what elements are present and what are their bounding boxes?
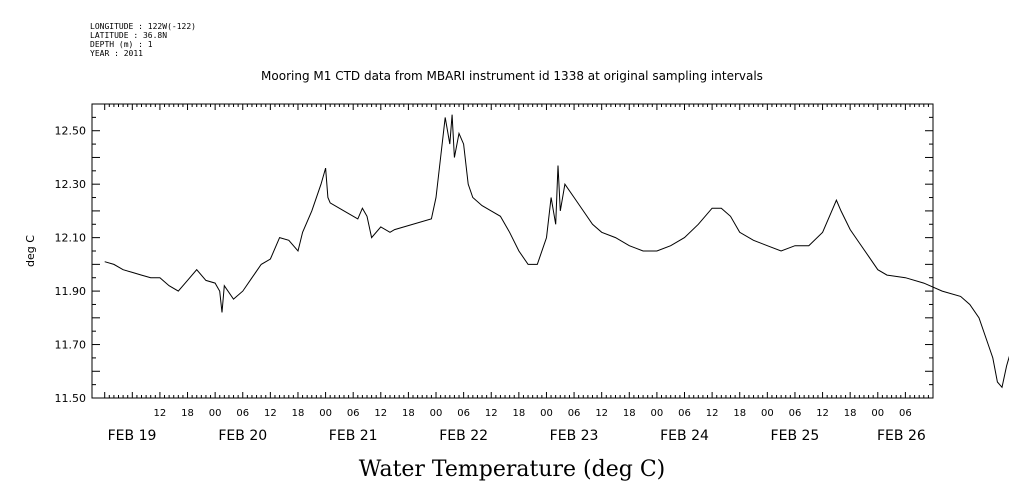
y-tick-label: 12.30 — [55, 178, 87, 191]
y-tick-label: 12.10 — [55, 232, 87, 245]
x-hour-label: 06 — [347, 408, 360, 419]
x-hour-label: 12 — [816, 408, 829, 419]
x-day-label: FEB 21 — [329, 428, 378, 444]
x-day-label: FEB 19 — [108, 428, 157, 444]
x-hour-label: 06 — [236, 408, 249, 419]
x-hour-label: 12 — [264, 408, 277, 419]
x-day-label: FEB 23 — [550, 428, 599, 444]
x-hour-label: 06 — [678, 408, 691, 419]
x-hour-label: 18 — [844, 408, 857, 419]
year-text: YEAR : 2011 — [90, 49, 143, 58]
x-hour-label: 18 — [512, 408, 525, 419]
x-hour-label: 00 — [871, 408, 884, 419]
temperature-line — [104, 114, 1009, 389]
x-day-label: FEB 26 — [877, 428, 926, 444]
x-axis-label: Water Temperature (deg C) — [359, 457, 666, 482]
x-hour-label: 06 — [568, 408, 581, 419]
depth-text: DEPTH (m) : 1 — [90, 40, 153, 49]
latitude-text: LATITUDE : 36.8N — [90, 31, 168, 40]
x-hour-label: 18 — [402, 408, 415, 419]
x-tick-labels: 12 18 00 06 12 18 00 06 12 18 00 06 12 18 00 06 12 18 00 06… — [108, 408, 926, 444]
plot-frame — [91, 103, 934, 399]
x-hour-label: 12 — [595, 408, 608, 419]
x-hour-label: 00 — [651, 408, 664, 419]
longitude-text: LONGITUDE : 122W(-122) — [90, 22, 196, 31]
x-hour-label: 06 — [789, 408, 802, 419]
x-hour-label: 00 — [319, 408, 332, 419]
y-tick-label: 11.70 — [55, 339, 87, 352]
x-day-label: FEB 25 — [771, 428, 820, 444]
chart-title: Mooring M1 CTD data from MBARI instrumen… — [261, 69, 763, 83]
x-hour-label: 12 — [154, 408, 167, 419]
x-hour-label: 12 — [706, 408, 719, 419]
x-hour-label: 00 — [430, 408, 443, 419]
x-hour-label: 00 — [761, 408, 774, 419]
x-hour-label: 00 — [209, 408, 222, 419]
x-hour-label: 06 — [457, 408, 470, 419]
x-hour-label: 18 — [623, 408, 636, 419]
x-day-label: FEB 24 — [660, 428, 709, 444]
x-hour-label: 06 — [899, 408, 912, 419]
x-hour-label: 12 — [374, 408, 387, 419]
x-hour-label: 18 — [292, 408, 305, 419]
x-day-label: FEB 22 — [439, 428, 488, 444]
x-hour-label: 18 — [733, 408, 746, 419]
y-tick-label: 12.50 — [55, 125, 87, 138]
y-axis-label: deg C — [24, 235, 37, 267]
tick-marks — [92, 103, 934, 399]
y-tick-label: 11.50 — [55, 392, 87, 405]
x-day-label: FEB 20 — [218, 428, 267, 444]
x-hour-label: 18 — [181, 408, 194, 419]
x-hour-label: 00 — [540, 408, 553, 419]
metadata-block: LONGITUDE : 122W(-122) LATITUDE : 36.8N … — [90, 22, 196, 58]
y-tick-labels: 11.50 11.70 11.90 12.10 12.30 12.50 — [55, 125, 87, 405]
y-tick-label: 11.90 — [55, 285, 87, 298]
x-hour-label: 12 — [485, 408, 498, 419]
